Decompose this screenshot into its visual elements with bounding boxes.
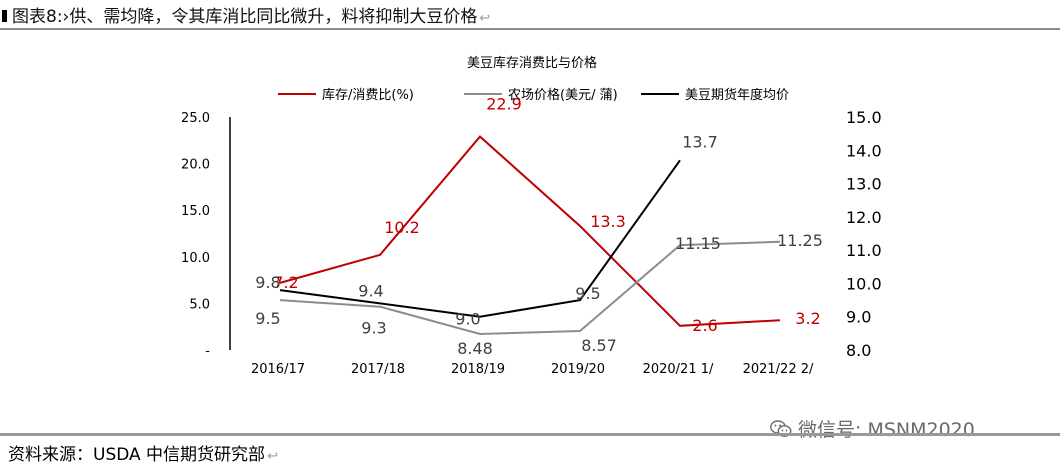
header-bar: 图表8:›供、需均降，令其库消比同比微升，料将抑制大豆价格 ↩ [0,0,1060,30]
series-line-3 [279,159,681,318]
left-tick-label: 5.0 [189,297,210,312]
header-marker [2,10,7,22]
right-tick-label: 13.0 [846,175,882,194]
data-label: 13.7 [682,132,718,151]
data-label: 3.2 [795,309,820,328]
legend-label-2: 农场价格(美元/ 蒲) [508,87,618,103]
source-text: 资料来源：USDA 中信期货研究部 [8,445,266,465]
figure-title: 图表8:›供、需均降，令其库消比同比微升，料将抑制大豆价格 ↩ [12,2,490,27]
data-label: 9.8 [255,273,280,292]
data-label: 8.48 [457,339,493,358]
data-label: 9.3 [361,319,386,338]
data-label: 13.3 [590,212,626,231]
x-tick-label: 2020/21 1/ [643,362,714,377]
data-label: 7.2 [273,273,298,292]
data-label: 9.5 [575,284,600,303]
x-tick-label: 2016/17 [251,362,305,377]
right-tick-label: 8.0 [846,341,871,360]
data-label: 9.0 [455,310,480,329]
right-tick-label: 12.0 [846,208,882,227]
series-line-1 [279,135,781,327]
data-label: 8.57 [581,336,617,355]
right-tick-label: 15.0 [846,108,882,127]
left-tick-label: - [205,344,210,359]
figure-title-text: 图表8:›供、需均降，令其库消比同比微升，料将抑制大豆价格 [12,7,478,27]
right-tick-label: 14.0 [846,141,882,160]
data-label: 10.2 [384,218,420,237]
data-label: 2.6 [692,316,717,335]
source-note: 资料来源：USDA 中信期货研究部 ↩ [8,440,278,465]
left-tick-label: 25.0 [181,111,210,126]
left-tick-label: 10.0 [181,251,210,266]
x-tick-label: 2021/22 2/ [743,362,814,377]
left-tick-label: 20.0 [181,158,210,173]
x-tick-label: 2017/18 [351,362,405,377]
return-mark: ↩ [479,11,491,26]
data-label: 22.9 [486,95,522,114]
footer-return-mark: ↩ [267,449,278,464]
data-label: 9.4 [358,281,383,300]
data-label: 11.25 [777,231,823,250]
right-tick-label: 11.0 [846,241,882,260]
wechat-watermark: 微信号: MSNM2020 [770,415,975,442]
legend-label-1: 库存/消费比(%) [322,87,414,103]
data-label: 11.15 [675,234,721,253]
wechat-text: 微信号: MSNM2020 [798,419,975,441]
data-label: 9.5 [255,309,280,328]
legend-label-3: 美豆期货年度均价 [685,87,789,103]
x-tick-label: 2018/19 [451,362,505,377]
footer-rule [0,433,1060,436]
right-tick-label: 9.0 [846,308,871,327]
chart-title: 美豆库存消费比与价格 [467,55,597,71]
right-tick-label: 10.0 [846,274,882,293]
x-tick-label: 2019/20 [551,362,605,377]
left-tick-label: 15.0 [181,204,210,219]
series-line-2 [279,240,781,336]
